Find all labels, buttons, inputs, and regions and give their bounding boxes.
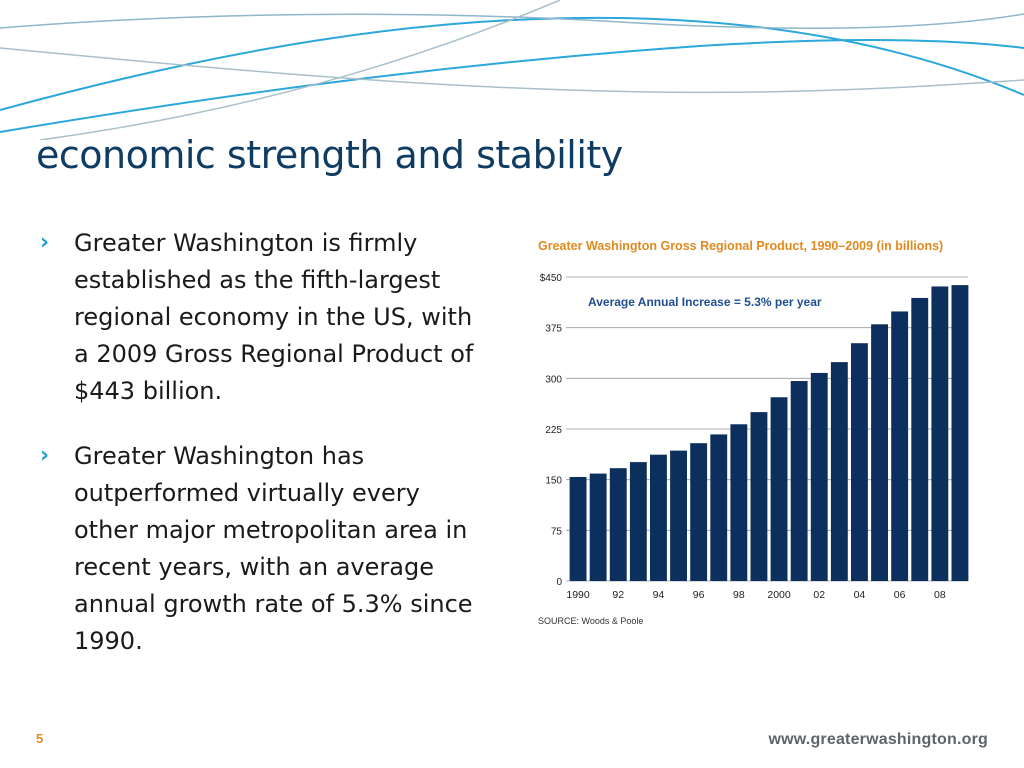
bullet-text: Greater Washington has outperformed virt… (74, 442, 473, 655)
bar (830, 362, 848, 581)
wave-line (0, 47, 1024, 94)
y-tick-label: 75 (551, 526, 563, 537)
x-tick-label: 08 (934, 589, 946, 601)
x-tick-label: 98 (733, 589, 745, 601)
chart-title: Greater Washington Gross Regional Produc… (538, 239, 943, 253)
chart-annotation: Average Annual Increase = 5.3% per year (588, 295, 822, 309)
bullet-text: Greater Washington is firmly established… (74, 229, 474, 405)
bar (710, 434, 728, 581)
bar (951, 285, 969, 581)
bar (670, 450, 687, 581)
bar (851, 343, 868, 581)
bar (770, 397, 788, 581)
x-tick-label: 1990 (566, 589, 590, 601)
y-tick-label: $450 (540, 273, 563, 284)
x-axis-ticks: 1990 92 94 96 98 2000 02 04 06 08 (566, 589, 945, 601)
bar (891, 311, 909, 581)
x-tick-label: 02 (813, 589, 825, 601)
y-tick-label: 375 (545, 324, 562, 335)
bar (609, 468, 627, 581)
y-tick-label: 300 (545, 374, 562, 385)
x-tick-label: 06 (894, 589, 906, 601)
bar (931, 286, 949, 581)
bullet-chevron-icon: › (40, 230, 50, 255)
bullet-item: › Greater Washington is firmly establish… (36, 225, 486, 410)
bar (810, 372, 828, 581)
y-tick-label: 150 (545, 476, 562, 487)
bar (569, 476, 587, 581)
bar (750, 412, 768, 581)
bar (730, 424, 748, 581)
wave-line (39, 0, 561, 140)
x-tick-label: 04 (854, 589, 866, 601)
bar (650, 454, 667, 581)
x-tick-label: 96 (693, 589, 705, 601)
bars (569, 285, 969, 581)
bullet-item: › Greater Washington has outperformed vi… (36, 438, 486, 660)
slide-title: economic strength and stability (36, 133, 623, 177)
bar (690, 443, 708, 581)
bar (871, 324, 888, 581)
bar (790, 381, 808, 581)
bar (911, 297, 929, 581)
bar (589, 473, 607, 581)
wave-decoration (0, 0, 1024, 140)
wave-line (0, 13, 1024, 29)
wave-line (0, 16, 1024, 111)
website-url: www.greaterwashington.org (768, 731, 988, 748)
gdp-bar-chart: Greater Washington Gross Regional Produc… (538, 239, 969, 626)
wave-line (0, 39, 1024, 133)
page-number: 5 (36, 731, 44, 746)
x-tick-label: 94 (653, 589, 665, 601)
chart-source: SOURCE: Woods & Poole (538, 616, 643, 626)
y-axis-ticks: 0 75 150 225 300 375 $450 (540, 273, 563, 588)
x-tick-label: 2000 (767, 589, 791, 601)
x-tick-label: 92 (612, 589, 624, 601)
bar (629, 462, 647, 581)
bullet-chevron-icon: › (40, 443, 50, 468)
y-tick-label: 0 (556, 577, 562, 588)
bullet-list: › Greater Washington is firmly establish… (36, 225, 486, 688)
y-tick-label: 225 (545, 425, 562, 436)
